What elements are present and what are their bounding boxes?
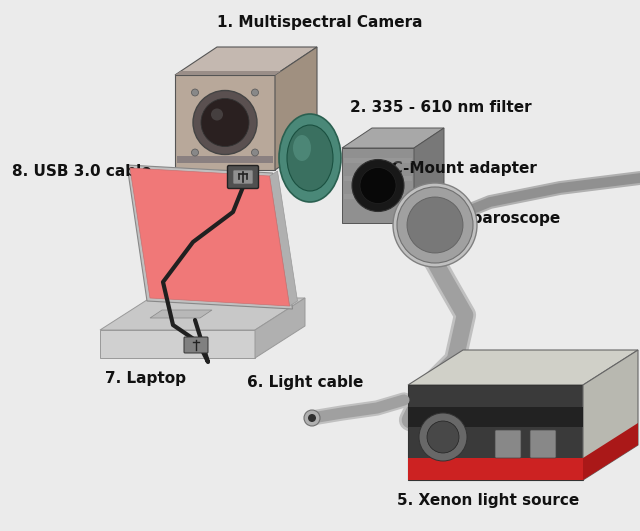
Circle shape (407, 197, 463, 253)
Circle shape (393, 183, 477, 267)
Polygon shape (100, 330, 255, 358)
Ellipse shape (279, 114, 341, 202)
Polygon shape (255, 298, 305, 358)
Polygon shape (175, 47, 317, 75)
Polygon shape (175, 75, 275, 170)
FancyBboxPatch shape (233, 170, 253, 184)
Polygon shape (408, 350, 638, 385)
Polygon shape (130, 168, 289, 306)
Ellipse shape (287, 125, 333, 191)
Text: 3. C-Mount adapter: 3. C-Mount adapter (370, 160, 537, 176)
Text: 2. 335 - 610 nm filter: 2. 335 - 610 nm filter (350, 99, 532, 115)
Polygon shape (275, 47, 317, 170)
Polygon shape (100, 298, 305, 330)
Circle shape (252, 149, 259, 156)
Polygon shape (342, 128, 444, 148)
Polygon shape (342, 148, 414, 223)
Polygon shape (583, 423, 638, 480)
Circle shape (252, 89, 259, 96)
Polygon shape (177, 156, 273, 163)
Ellipse shape (360, 167, 396, 203)
Text: 6. Light cable: 6. Light cable (247, 375, 363, 390)
Polygon shape (344, 176, 412, 181)
Polygon shape (408, 458, 583, 480)
Polygon shape (150, 310, 212, 318)
Circle shape (419, 413, 467, 461)
Polygon shape (344, 158, 412, 163)
Circle shape (191, 149, 198, 156)
Circle shape (397, 187, 473, 263)
Polygon shape (269, 171, 298, 306)
Polygon shape (127, 165, 292, 309)
Polygon shape (414, 128, 444, 223)
Text: 7. Laptop: 7. Laptop (105, 371, 186, 386)
Polygon shape (430, 211, 455, 239)
FancyBboxPatch shape (184, 337, 208, 353)
FancyBboxPatch shape (495, 430, 521, 458)
Text: 4. Laparoscope: 4. Laparoscope (430, 210, 560, 226)
Ellipse shape (293, 135, 311, 161)
Polygon shape (175, 71, 281, 75)
Circle shape (427, 421, 459, 453)
Circle shape (201, 98, 249, 147)
Text: 8. USB 3.0 cable: 8. USB 3.0 cable (12, 165, 152, 179)
Text: 5. Xenon light source: 5. Xenon light source (397, 492, 579, 508)
Circle shape (308, 414, 316, 422)
Polygon shape (408, 407, 583, 427)
FancyBboxPatch shape (227, 166, 259, 189)
Polygon shape (344, 194, 412, 199)
Text: 1. Multispectral Camera: 1. Multispectral Camera (217, 14, 423, 30)
FancyBboxPatch shape (530, 430, 556, 458)
Circle shape (191, 89, 198, 96)
Circle shape (211, 108, 223, 121)
Circle shape (304, 410, 320, 426)
Polygon shape (583, 350, 638, 480)
Polygon shape (408, 385, 583, 480)
Ellipse shape (352, 159, 404, 211)
Circle shape (193, 90, 257, 155)
